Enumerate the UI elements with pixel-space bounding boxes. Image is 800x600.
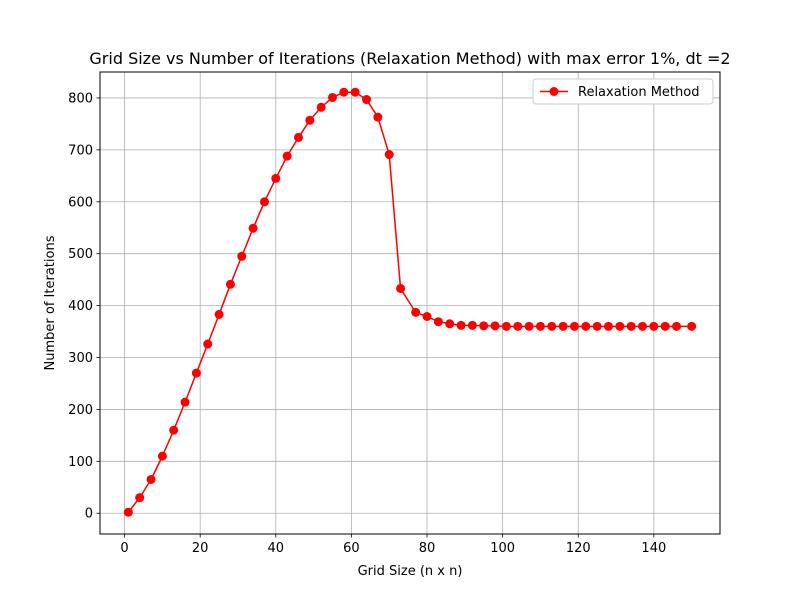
data-point bbox=[581, 321, 591, 331]
x-tick-label: 120 bbox=[566, 541, 591, 556]
data-point bbox=[203, 339, 213, 349]
data-point bbox=[660, 321, 670, 331]
data-point bbox=[445, 319, 455, 329]
data-point bbox=[615, 321, 625, 331]
x-tick-label: 80 bbox=[419, 541, 436, 556]
legend: Relaxation Method bbox=[532, 78, 714, 105]
data-point bbox=[649, 321, 659, 331]
chart-title: Grid Size vs Number of Iterations (Relax… bbox=[89, 49, 730, 68]
x-tick-label: 60 bbox=[343, 541, 360, 556]
data-point bbox=[316, 102, 326, 112]
data-point bbox=[271, 173, 281, 183]
data-point bbox=[569, 321, 579, 331]
data-point bbox=[305, 115, 315, 125]
x-tick-label: 100 bbox=[490, 541, 515, 556]
data-point bbox=[225, 279, 235, 289]
y-tick-label: 0 bbox=[85, 507, 93, 522]
data-point bbox=[135, 493, 145, 503]
legend-box bbox=[532, 78, 714, 105]
data-point bbox=[259, 197, 269, 207]
data-point bbox=[191, 368, 201, 378]
data-point bbox=[350, 87, 360, 97]
data-point bbox=[146, 474, 156, 484]
legend-label: Relaxation Method bbox=[578, 85, 699, 100]
data-point bbox=[373, 112, 383, 122]
y-tick-label: 800 bbox=[68, 91, 93, 106]
x-axis-ticks: 0 20 40 60 80 100 120 140 bbox=[120, 534, 666, 556]
x-tick-label: 0 bbox=[120, 541, 128, 556]
y-axis-ticks: 0 100 200 300 400 500 600 700 800 bbox=[68, 91, 100, 522]
data-point bbox=[282, 151, 292, 161]
data-point bbox=[467, 320, 477, 330]
x-axis-label: Grid Size (n x n) bbox=[358, 564, 463, 579]
y-axis-label: Number of Iterations bbox=[43, 235, 58, 370]
data-point bbox=[384, 150, 394, 160]
y-tick-label: 300 bbox=[68, 351, 93, 366]
data-point bbox=[237, 251, 247, 261]
data-point bbox=[180, 397, 190, 407]
data-point bbox=[396, 283, 406, 293]
data-point bbox=[293, 132, 303, 142]
data-point bbox=[422, 312, 432, 321]
data-point bbox=[123, 507, 133, 517]
data-point bbox=[456, 320, 466, 330]
y-tick-label: 700 bbox=[68, 143, 93, 158]
y-tick-label: 400 bbox=[68, 299, 93, 314]
data-point bbox=[248, 223, 258, 233]
x-tick-label: 40 bbox=[268, 541, 285, 556]
data-point bbox=[362, 95, 372, 105]
data-point bbox=[687, 321, 697, 331]
data-point bbox=[558, 321, 568, 331]
legend-marker-swatch bbox=[549, 87, 559, 96]
y-tick-label: 200 bbox=[68, 403, 93, 418]
data-point bbox=[479, 321, 489, 331]
data-point bbox=[433, 317, 443, 327]
data-point bbox=[592, 321, 602, 331]
data-point bbox=[638, 321, 647, 331]
data-point bbox=[501, 321, 511, 331]
data-point bbox=[603, 321, 613, 331]
x-tick-label: 140 bbox=[641, 541, 666, 556]
y-tick-label: 100 bbox=[68, 455, 93, 470]
data-point bbox=[524, 321, 534, 331]
data-point bbox=[328, 92, 337, 102]
data-point bbox=[535, 321, 545, 331]
x-tick-label: 20 bbox=[192, 541, 209, 556]
data-point bbox=[339, 87, 349, 97]
data-point bbox=[513, 321, 523, 331]
series-layer bbox=[123, 87, 697, 517]
data-point bbox=[411, 307, 421, 317]
data-point bbox=[214, 309, 224, 319]
data-point bbox=[626, 321, 636, 331]
data-point bbox=[672, 321, 682, 331]
data-point bbox=[157, 451, 167, 461]
data-point bbox=[490, 321, 500, 331]
plot-area-frame bbox=[99, 71, 721, 535]
data-point bbox=[169, 425, 179, 435]
y-tick-label: 500 bbox=[68, 247, 93, 262]
data-point bbox=[547, 321, 557, 331]
y-tick-label: 600 bbox=[68, 195, 93, 210]
